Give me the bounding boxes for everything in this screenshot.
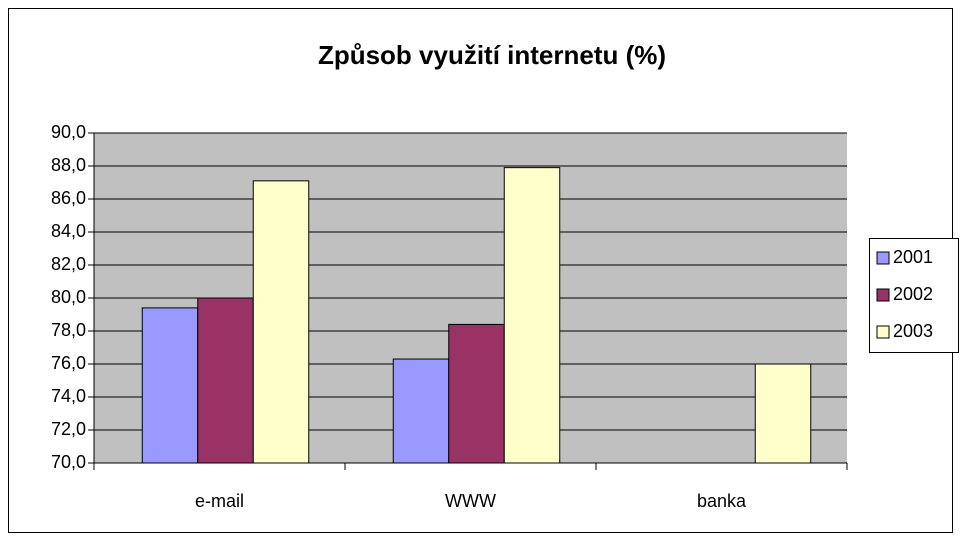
legend-label: 2003 xyxy=(893,321,933,341)
bar xyxy=(141,307,199,464)
y-tick-label: 74,0 xyxy=(51,386,86,406)
legend-label: 2002 xyxy=(893,284,933,304)
legend-swatch xyxy=(876,251,890,265)
y-tick-label: 78,0 xyxy=(51,320,86,340)
bar xyxy=(197,297,254,464)
y-tick-label: 84,0 xyxy=(51,221,86,241)
y-tick-label: 76,0 xyxy=(51,353,86,373)
y-tick-label: 72,0 xyxy=(51,419,86,439)
y-tick-label: 70,0 xyxy=(51,452,86,472)
legend-label: 2001 xyxy=(893,247,933,267)
legend-swatch xyxy=(876,288,890,302)
legend-swatch xyxy=(876,325,890,339)
bar xyxy=(392,358,450,464)
y-tick-label: 80,0 xyxy=(51,287,86,307)
chart-title: Způsob využití internetu (%) xyxy=(318,40,666,70)
y-tick-label: 90,0 xyxy=(51,122,86,142)
bar xyxy=(252,180,310,464)
bar xyxy=(754,363,812,464)
bar xyxy=(448,323,505,464)
y-tick-label: 86,0 xyxy=(51,188,86,208)
bar xyxy=(503,167,561,464)
x-tick-label: WWW xyxy=(445,491,496,511)
y-tick-label: 88,0 xyxy=(51,155,86,175)
x-tick-label: banka xyxy=(697,491,747,511)
y-tick-label: 82,0 xyxy=(51,254,86,274)
x-tick-label: e-mail xyxy=(195,491,244,511)
